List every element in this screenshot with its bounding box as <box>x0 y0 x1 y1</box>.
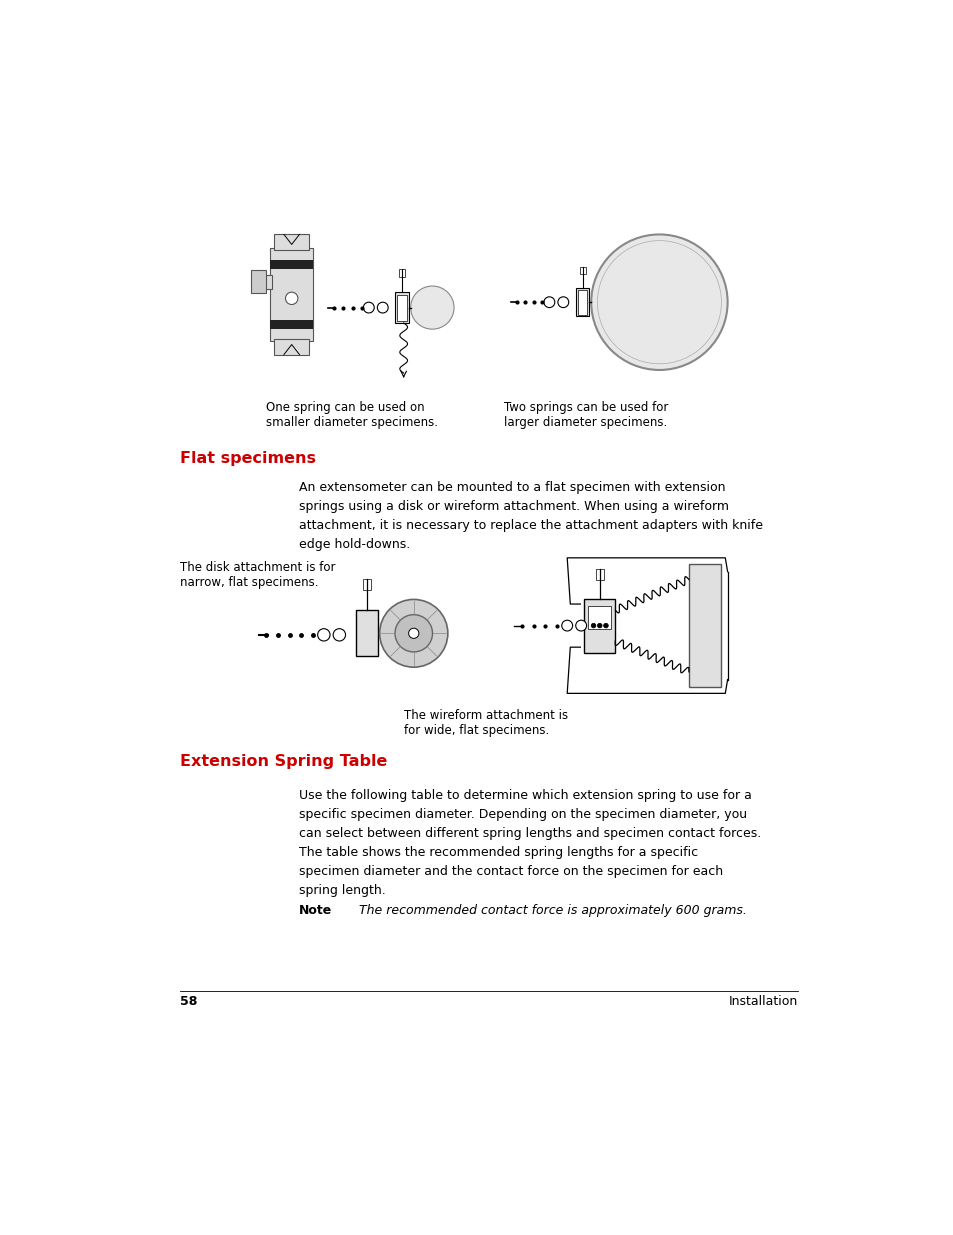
Circle shape <box>377 303 388 312</box>
Bar <box>274 340 309 354</box>
Bar <box>270 259 313 269</box>
Bar <box>596 569 603 580</box>
Circle shape <box>395 615 432 652</box>
Text: The disk attachment is for
narrow, flat specimens.: The disk attachment is for narrow, flat … <box>179 561 335 589</box>
Bar <box>579 267 585 274</box>
Circle shape <box>597 241 720 364</box>
Bar <box>274 235 309 249</box>
Text: Use the following table to determine which extension spring to use for a
specifi: Use the following table to determine whi… <box>298 789 760 897</box>
Bar <box>576 288 588 316</box>
Text: Extension Spring Table: Extension Spring Table <box>179 755 387 769</box>
Bar <box>395 293 409 324</box>
Text: Two springs can be used for
larger diameter specimens.: Two springs can be used for larger diame… <box>503 401 667 429</box>
Text: Flat specimens: Flat specimens <box>179 451 315 466</box>
Bar <box>587 606 611 630</box>
Bar <box>397 294 406 321</box>
Bar <box>356 610 377 656</box>
Circle shape <box>317 629 330 641</box>
Circle shape <box>543 296 555 308</box>
Bar <box>688 564 720 687</box>
Circle shape <box>363 303 374 312</box>
Text: Note: Note <box>298 904 332 918</box>
Text: An extensometer can be mounted to a flat specimen with extension
springs using a: An extensometer can be mounted to a flat… <box>298 480 762 551</box>
Circle shape <box>333 629 345 641</box>
Circle shape <box>591 624 596 627</box>
Bar <box>270 248 313 341</box>
Text: The recommended contact force is approximately 600 grams.: The recommended contact force is approxi… <box>359 904 746 918</box>
Bar <box>398 269 405 277</box>
Bar <box>363 579 371 590</box>
Bar <box>270 320 313 330</box>
Text: 58: 58 <box>179 995 197 1008</box>
Text: One spring can be used on
smaller diameter specimens.: One spring can be used on smaller diamet… <box>266 401 437 429</box>
Circle shape <box>558 296 568 308</box>
Bar <box>583 599 615 652</box>
Circle shape <box>575 620 586 631</box>
Circle shape <box>597 624 601 627</box>
Bar <box>251 270 266 293</box>
Circle shape <box>410 287 454 330</box>
Circle shape <box>408 629 418 638</box>
Circle shape <box>285 293 297 305</box>
Circle shape <box>591 235 727 370</box>
Circle shape <box>379 599 447 667</box>
Bar <box>578 290 587 315</box>
Circle shape <box>561 620 572 631</box>
Circle shape <box>603 624 608 627</box>
Bar <box>256 275 272 289</box>
Text: The wireform attachment is
for wide, flat specimens.: The wireform attachment is for wide, fla… <box>404 709 568 737</box>
Text: Installation: Installation <box>728 995 798 1008</box>
